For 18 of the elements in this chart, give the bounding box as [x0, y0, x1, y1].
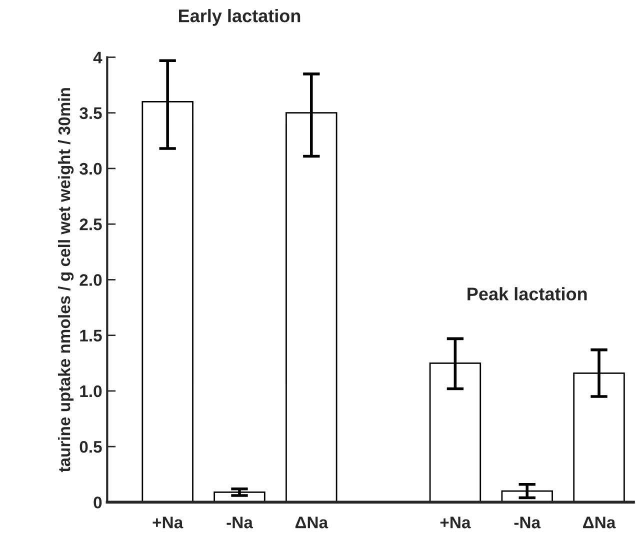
x-tick-label: -Na	[514, 516, 541, 528]
x-tick-label: +Na	[440, 516, 471, 528]
y-tick-label: 0	[94, 496, 102, 508]
x-tick-label: ΔNa	[583, 516, 616, 528]
y-tick-label: 2.5	[80, 218, 102, 230]
x-tick-label: ΔNa	[295, 516, 328, 528]
x-tick-label: +Na	[152, 516, 184, 528]
text: Early lactation	[178, 9, 300, 26]
y-tick-label: 3.0	[80, 162, 102, 175]
y-axis-title: taurine uptake nmoles / g cell wet weight / 30min	[58, 88, 74, 472]
y-tick-label: 2.0	[80, 274, 102, 286]
y-tick-label: 1.5	[80, 330, 102, 342]
y-tick-label: 3.5	[80, 107, 102, 120]
x-tick-label: -Na	[226, 516, 254, 528]
annotation: Peak lactation	[468, 287, 587, 300]
y-tick-label: 4	[93, 52, 102, 64]
y-tick-label: 0.5	[80, 440, 102, 453]
y-tick-label: 1.0	[80, 385, 102, 398]
